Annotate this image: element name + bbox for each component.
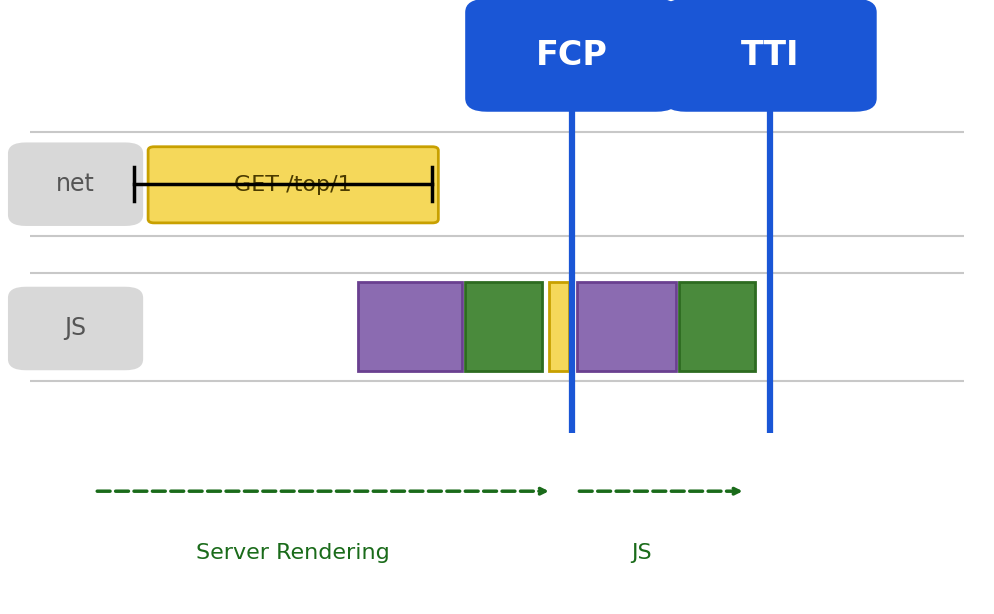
FancyBboxPatch shape	[679, 282, 755, 371]
FancyBboxPatch shape	[577, 282, 676, 371]
Text: Server Rendering: Server Rendering	[197, 543, 390, 562]
FancyBboxPatch shape	[148, 147, 438, 223]
Text: FCP: FCP	[536, 39, 607, 72]
FancyBboxPatch shape	[465, 0, 678, 112]
Text: TTI: TTI	[742, 39, 799, 72]
FancyBboxPatch shape	[549, 282, 569, 371]
Text: GET /top/1: GET /top/1	[235, 175, 352, 195]
FancyBboxPatch shape	[465, 282, 542, 371]
Text: JS: JS	[65, 316, 86, 341]
FancyBboxPatch shape	[8, 142, 143, 226]
FancyBboxPatch shape	[8, 287, 143, 370]
FancyBboxPatch shape	[664, 0, 877, 112]
Text: net: net	[56, 172, 95, 196]
Text: JS: JS	[631, 543, 651, 562]
FancyBboxPatch shape	[358, 282, 462, 371]
